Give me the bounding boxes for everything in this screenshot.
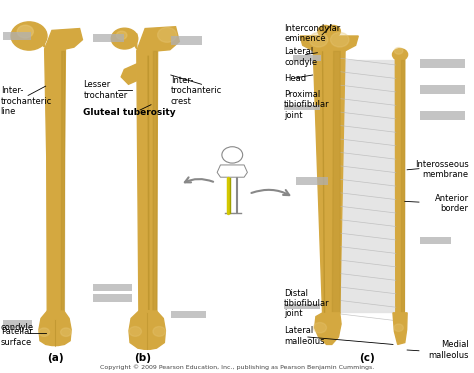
Bar	[420, 112, 465, 120]
Bar	[420, 85, 465, 94]
Bar	[420, 237, 451, 244]
Text: Anterior
border: Anterior border	[435, 194, 469, 213]
Circle shape	[313, 323, 327, 333]
Bar	[293, 55, 321, 61]
Bar	[171, 311, 206, 319]
Polygon shape	[313, 51, 345, 313]
Circle shape	[394, 47, 403, 54]
Polygon shape	[137, 27, 179, 51]
Bar	[3, 320, 32, 328]
Circle shape	[17, 25, 33, 38]
Polygon shape	[45, 29, 82, 49]
Circle shape	[326, 25, 340, 37]
Polygon shape	[27, 28, 45, 47]
Text: Inter-
trochanteric
crest: Inter- trochanteric crest	[171, 76, 222, 106]
Circle shape	[394, 324, 403, 332]
Polygon shape	[300, 36, 358, 51]
Circle shape	[222, 147, 243, 163]
Circle shape	[392, 48, 408, 60]
Bar	[420, 59, 465, 68]
Bar	[284, 304, 319, 309]
Text: (c): (c)	[359, 353, 375, 363]
Polygon shape	[324, 51, 337, 60]
Polygon shape	[395, 59, 405, 313]
Text: Inter-
trochanteric
line: Inter- trochanteric line	[0, 86, 52, 116]
Circle shape	[153, 326, 165, 336]
Polygon shape	[315, 313, 341, 344]
Polygon shape	[340, 60, 396, 312]
Text: Interosseous
membrane: Interosseous membrane	[415, 160, 469, 179]
Bar	[284, 105, 319, 110]
Polygon shape	[217, 165, 247, 177]
Text: Copyright © 2009 Pearson Education, Inc., publishing as Pearson Benjamin Cumming: Copyright © 2009 Pearson Education, Inc.…	[100, 365, 374, 370]
Circle shape	[330, 32, 349, 47]
Circle shape	[111, 28, 138, 49]
Bar	[93, 294, 132, 302]
Bar	[3, 32, 31, 40]
Text: Lateral
condyle: Lateral condyle	[284, 47, 318, 67]
Text: Medial
malleolus: Medial malleolus	[428, 340, 469, 360]
Text: Patellar
surface: Patellar surface	[0, 327, 32, 347]
Text: Proximal
tibiofibular
joint: Proximal tibiofibular joint	[284, 90, 330, 120]
Polygon shape	[121, 64, 137, 84]
Text: Lateral
malleolus: Lateral malleolus	[284, 326, 325, 346]
Circle shape	[117, 31, 127, 40]
Text: Gluteal tuberosity: Gluteal tuberosity	[83, 108, 176, 117]
Text: Intercondylar
eminence: Intercondylar eminence	[284, 24, 340, 43]
Text: Head: Head	[284, 74, 306, 83]
Text: (b): (b)	[134, 353, 151, 363]
Circle shape	[157, 28, 176, 42]
Bar	[93, 34, 124, 42]
Polygon shape	[39, 311, 71, 345]
Polygon shape	[393, 313, 407, 344]
Text: (a): (a)	[47, 353, 64, 363]
Text: Distal
tibiofibular
joint: Distal tibiofibular joint	[284, 289, 330, 319]
Circle shape	[39, 328, 50, 336]
Circle shape	[61, 328, 72, 336]
Polygon shape	[127, 34, 137, 49]
Circle shape	[310, 32, 328, 47]
Polygon shape	[45, 49, 65, 311]
Text: Lesser
trochanter: Lesser trochanter	[83, 80, 128, 100]
Circle shape	[318, 25, 332, 37]
Circle shape	[11, 22, 47, 50]
Bar	[296, 177, 328, 185]
Polygon shape	[137, 51, 157, 311]
Circle shape	[129, 326, 141, 336]
Bar	[93, 284, 132, 291]
Bar	[171, 37, 201, 44]
Text: condyle: condyle	[0, 323, 34, 332]
Polygon shape	[129, 311, 165, 349]
